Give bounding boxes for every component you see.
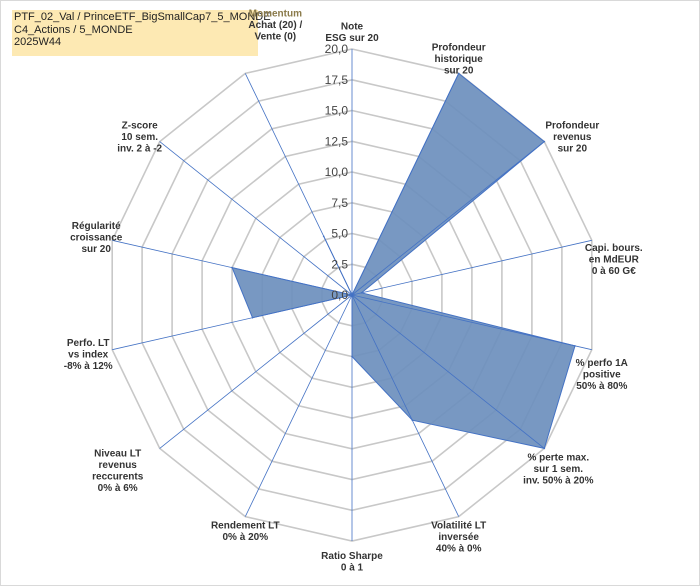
series-area xyxy=(231,72,576,449)
axis-label: Perfo. LT vs index -8% à 12% xyxy=(64,338,113,372)
tick-label: 20,0 xyxy=(325,42,349,56)
axis-label: Momentum Achat (20) / Vente (0) xyxy=(248,8,302,42)
axis-spoke xyxy=(351,294,545,449)
radar-tick-labels: 0,0 2,5 5,0 7,5 10,0 12,5 15,0 17,5 20,0 xyxy=(325,42,349,302)
header-line-week: 2025W44 xyxy=(14,36,62,48)
tick-label: 15,0 xyxy=(325,104,349,118)
tick-label: 7,5 xyxy=(331,196,348,210)
axis-spoke xyxy=(159,141,353,296)
tick-label: 10,0 xyxy=(325,165,349,179)
axis-label: Profondeur revenus sur 20 xyxy=(545,121,599,155)
axis-label: Rendement LT 0% à 20% xyxy=(211,521,280,544)
chart-header-box: PTF_02_Val / PrinceETF_BigSmallCap7_5_MO… xyxy=(12,10,271,56)
axis-spoke xyxy=(351,141,545,296)
tick-label: 2,5 xyxy=(331,257,348,271)
axis-label: Régularité croissance sur 20 xyxy=(70,221,123,255)
tick-label: 12,5 xyxy=(325,134,349,148)
axis-spoke xyxy=(351,294,592,351)
tick-label: 5,0 xyxy=(331,227,348,241)
axis-label: Volatilité LT inversée 40% à 0% xyxy=(431,521,486,555)
axis-spoke xyxy=(351,239,592,296)
axis-label: Z-score 10 sem. inv. 2 à -2 xyxy=(117,121,162,155)
axis-label: Profondeur historique sur 20 xyxy=(432,42,486,76)
axis-spoke xyxy=(159,294,353,449)
radar-axis-labels: Note ESG sur 20 Profondeur historique sur 20… xyxy=(64,8,643,573)
axis-spoke xyxy=(351,73,460,296)
axis-label: Note ESG sur 20 xyxy=(325,22,379,45)
axis-spoke xyxy=(351,294,460,517)
header-line-category: C4_Actions / 5_MONDE xyxy=(14,23,133,36)
axis-spoke xyxy=(112,239,353,296)
axis-label: Niveau LT revenus reccurents 0% à 6% xyxy=(92,448,144,494)
axis-spoke xyxy=(112,294,353,351)
header-line-portfolio: PTF_02_Val / PrinceETF_BigSmallCap7_5_MO… xyxy=(14,11,271,23)
tick-label: 0,0 xyxy=(331,288,348,302)
axis-label: Ratio Sharpe 0 à 1 xyxy=(321,551,383,574)
axis-spoke xyxy=(244,73,353,296)
radar-spokes xyxy=(112,49,592,541)
axis-label: % perte max. sur 1 sem. inv. 50% à 20% xyxy=(523,452,594,486)
axis-label: Capi. bours. en MdEUR 0 à 60 G€ xyxy=(585,243,643,277)
axis-label: % perfo 1A positive 50% à 80% xyxy=(576,358,628,392)
axis-spoke xyxy=(244,294,353,517)
tick-label: 17,5 xyxy=(325,73,349,87)
